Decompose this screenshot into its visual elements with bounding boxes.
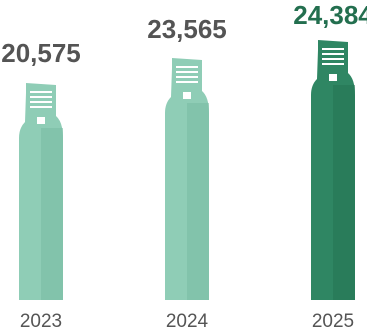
value-label-2023: 20,575 <box>1 38 81 68</box>
bar-door <box>37 117 45 124</box>
bar-window-line <box>322 48 344 50</box>
bar-window-line <box>322 63 344 65</box>
bar-2025 <box>311 40 355 300</box>
value-label-2025: 24,384 <box>293 0 367 30</box>
bar-door <box>183 92 191 99</box>
bar-shade <box>41 128 63 300</box>
value-labels-group: 20,575 23,565 24,384 <box>1 0 367 68</box>
bar-window-line <box>322 58 344 60</box>
bar-window-line <box>30 106 52 108</box>
category-label-2025: 2025 <box>312 311 354 332</box>
bar-window-line <box>322 53 344 55</box>
bar-door <box>329 74 337 81</box>
bar-2024 <box>165 58 209 300</box>
category-label-2024: 2024 <box>166 311 209 332</box>
category-label-2023: 2023 <box>20 311 62 332</box>
value-label-2024: 23,565 <box>147 14 227 44</box>
bar-window-line <box>30 101 52 103</box>
bar-window-line <box>30 91 52 93</box>
bar-window-line <box>176 76 198 78</box>
bar-window-line <box>176 81 198 83</box>
bar-window-line <box>176 71 198 73</box>
bar-shade <box>187 103 209 300</box>
bar-window-line <box>176 66 198 68</box>
bar-shade <box>333 85 355 300</box>
bars-group <box>19 40 355 300</box>
category-labels-group: 2023 2024 2025 <box>20 311 354 332</box>
bar-2023 <box>19 83 63 300</box>
bar-window-line <box>30 96 52 98</box>
